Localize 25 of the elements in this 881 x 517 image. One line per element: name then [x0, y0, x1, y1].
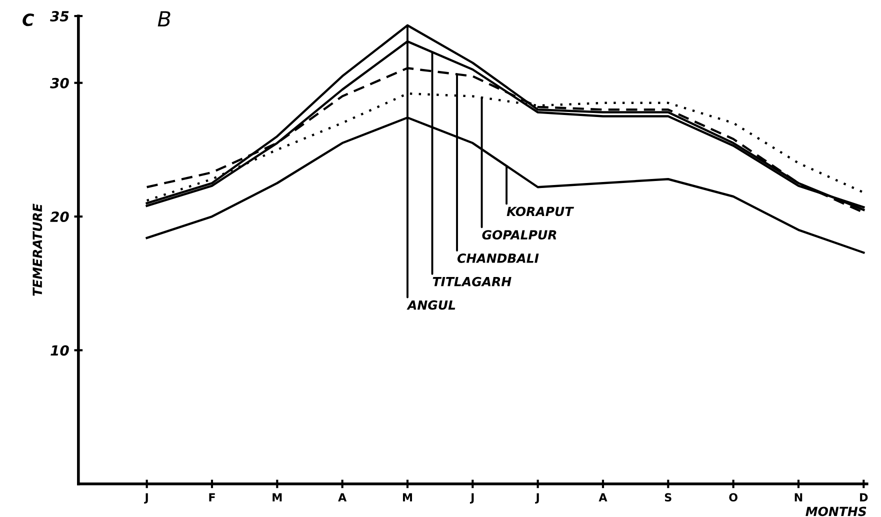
- x-tick-label: A: [338, 493, 347, 502]
- y-tick-label: 20: [50, 212, 69, 222]
- text: CHANDBALI: [457, 254, 539, 263]
- x-axis-title: MONTHS: [806, 506, 866, 516]
- x-tick-label: J: [144, 493, 148, 504]
- x-tick-label: S: [664, 493, 672, 502]
- text: C: [22, 13, 34, 26]
- y-tick-label: 30: [50, 78, 69, 88]
- series-label: KORAPUT: [506, 206, 574, 216]
- y-axis-title: TEMERATURE: [32, 204, 42, 296]
- chart-title: B: [158, 11, 170, 26]
- x-tick-label: O: [729, 493, 738, 502]
- x-tick-label: D: [860, 493, 868, 502]
- x-tick-label: M: [402, 493, 412, 502]
- text: TITLAGARH: [432, 276, 512, 286]
- x-tick-label: N: [794, 493, 802, 502]
- x-tick-label: J: [535, 493, 539, 504]
- text: GOPALPUR: [482, 230, 556, 240]
- y-tick-label: 10: [50, 345, 69, 356]
- x-tick-label: F: [209, 493, 215, 502]
- text: ANGUL: [406, 300, 456, 310]
- x-tick-label: A: [598, 493, 608, 502]
- x-tick-label: M: [272, 493, 282, 502]
- x-tick-label: J: [470, 493, 474, 504]
- y-tick-label: 35: [50, 10, 69, 22]
